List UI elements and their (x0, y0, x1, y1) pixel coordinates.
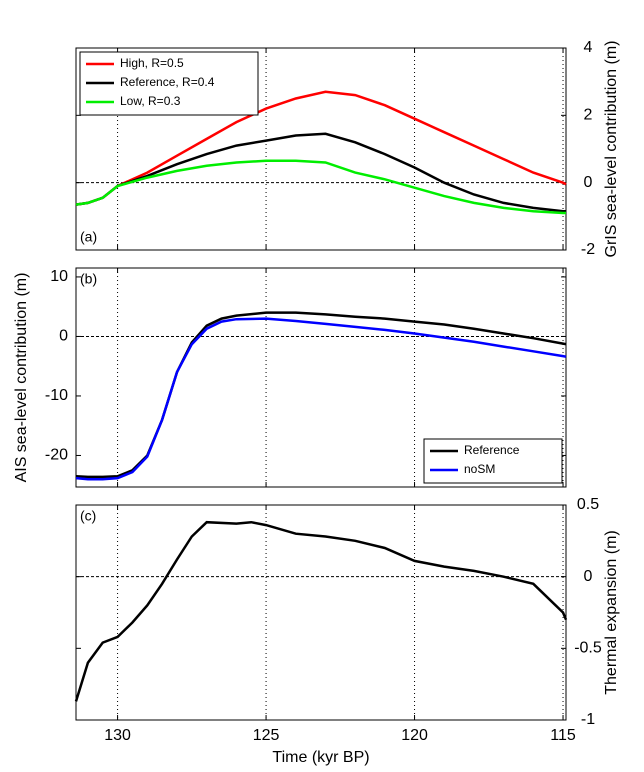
x-tick-label: 120 (401, 727, 428, 744)
x-tick-label: 130 (104, 727, 131, 744)
legend-box (423, 438, 563, 484)
y-tick-label: -20 (45, 447, 68, 464)
legend-label: Reference (464, 443, 520, 457)
y-tick-label: 2 (584, 107, 593, 124)
y-tick-label: 0 (584, 174, 593, 191)
x-tick-label: 125 (253, 727, 280, 744)
y-tick-label: -2 (581, 241, 595, 258)
axes-box (75, 47, 567, 251)
y-tick-label: -10 (45, 387, 68, 404)
data-line (75, 317, 567, 481)
y-axis-label: AIS sea-level contribution (m) (13, 273, 30, 483)
legend-label: Reference, R=0.4 (120, 75, 215, 89)
y-tick-label: 0 (584, 568, 593, 585)
legend-label: noSM (464, 462, 495, 476)
data-line (75, 311, 567, 479)
legend-label: Low, R=0.3 (120, 94, 181, 108)
y-tick-label: 0 (59, 328, 68, 345)
panel-label: (a) (80, 229, 97, 245)
y-tick-label: -0.5 (574, 640, 602, 657)
y-axis-label: Thermal expansion (m) (603, 530, 620, 695)
x-tick-label: 115 (550, 727, 576, 744)
y-tick-label: 10 (50, 268, 68, 285)
x-axis-label: Time (kyr BP) (272, 749, 369, 766)
panel-label: (c) (80, 508, 96, 524)
y-tick-label: 0.5 (577, 496, 599, 513)
y-axis-label: GrIS sea-level contribution (m) (603, 41, 620, 258)
axes-box (75, 504, 567, 721)
axes-box (75, 267, 567, 488)
y-tick-label: -1 (581, 711, 595, 728)
data-line (75, 159, 566, 215)
y-tick-label: 4 (584, 39, 593, 56)
legend-label: High, R=0.5 (120, 56, 184, 70)
data-line (74, 520, 568, 702)
panel-label: (b) (80, 271, 97, 287)
